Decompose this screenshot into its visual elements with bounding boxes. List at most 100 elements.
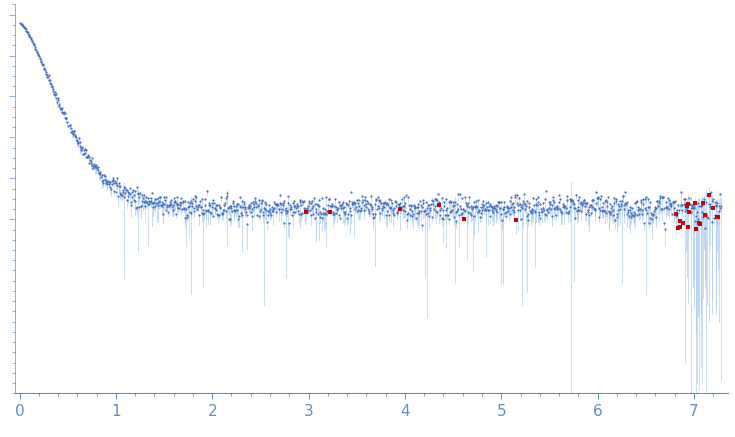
Point <box>412 201 424 208</box>
Point <box>263 202 275 209</box>
Point <box>143 201 154 208</box>
Point <box>429 195 440 202</box>
Point <box>499 209 511 216</box>
Point <box>221 189 233 196</box>
Point <box>107 177 118 184</box>
Point <box>425 201 437 208</box>
Point <box>358 202 370 209</box>
Point <box>294 197 306 204</box>
Point <box>678 200 689 207</box>
Point <box>120 184 132 191</box>
Point <box>431 209 442 216</box>
Point <box>415 207 427 214</box>
Point <box>90 164 101 171</box>
Point <box>329 196 341 203</box>
Point <box>607 206 619 213</box>
Point <box>713 207 725 214</box>
Point <box>556 210 568 217</box>
Point <box>136 198 148 205</box>
Point <box>500 212 512 219</box>
Point <box>151 202 163 209</box>
Point <box>465 212 476 218</box>
Point <box>697 200 709 207</box>
Point <box>526 205 538 212</box>
Point <box>584 212 595 218</box>
Point <box>517 205 528 212</box>
Point <box>151 200 162 207</box>
Point <box>368 215 379 222</box>
Point <box>578 196 589 203</box>
Point <box>108 187 120 194</box>
Point <box>620 199 631 206</box>
Point <box>121 187 132 194</box>
Point <box>374 198 386 205</box>
Point <box>609 216 621 223</box>
Point <box>555 208 567 215</box>
Point <box>694 219 706 226</box>
Point <box>196 195 207 202</box>
Point <box>74 143 86 150</box>
Point <box>503 205 515 212</box>
Point <box>315 214 326 221</box>
Point <box>45 81 57 88</box>
Point <box>576 201 588 208</box>
Point <box>664 200 675 207</box>
Point <box>647 212 659 219</box>
Point <box>65 124 76 131</box>
Point <box>319 205 331 212</box>
Point <box>495 205 506 212</box>
Point <box>106 180 118 187</box>
Point <box>142 195 154 202</box>
Point <box>565 197 577 204</box>
Point <box>15 21 27 28</box>
Point <box>265 205 276 212</box>
Point <box>193 212 205 218</box>
Point <box>598 207 609 214</box>
Point <box>503 198 515 205</box>
Point <box>423 213 434 220</box>
Point <box>591 194 603 201</box>
Point <box>534 201 546 208</box>
Point <box>256 198 268 205</box>
Point <box>169 197 181 204</box>
Point <box>453 191 465 198</box>
Point <box>165 199 176 206</box>
Point <box>625 213 637 220</box>
Point <box>226 205 237 212</box>
Point <box>89 163 101 170</box>
Point <box>690 213 702 220</box>
Point <box>456 194 468 201</box>
Point <box>29 43 40 50</box>
Point <box>67 130 79 137</box>
Point <box>115 192 126 199</box>
Point <box>408 202 420 209</box>
Point <box>171 201 183 208</box>
Point <box>505 203 517 210</box>
Point <box>438 203 450 210</box>
Point <box>282 207 293 214</box>
Point <box>424 207 436 214</box>
Point <box>18 24 30 31</box>
Point <box>347 200 359 207</box>
Point <box>394 205 406 212</box>
Point <box>531 201 543 208</box>
Point <box>37 61 49 68</box>
Point <box>23 31 35 38</box>
Point <box>343 202 354 209</box>
Point <box>340 210 351 217</box>
Point <box>609 195 621 202</box>
Point <box>636 211 648 218</box>
Point <box>159 200 171 207</box>
Point <box>560 208 572 215</box>
Point <box>400 192 412 199</box>
Point <box>437 207 448 214</box>
Point <box>268 204 280 211</box>
Point <box>245 199 257 206</box>
Point <box>336 201 348 208</box>
Point <box>632 203 644 210</box>
Point <box>549 206 561 213</box>
Point <box>565 197 577 204</box>
Point <box>537 208 548 215</box>
Point <box>702 214 714 221</box>
Point <box>303 199 315 206</box>
